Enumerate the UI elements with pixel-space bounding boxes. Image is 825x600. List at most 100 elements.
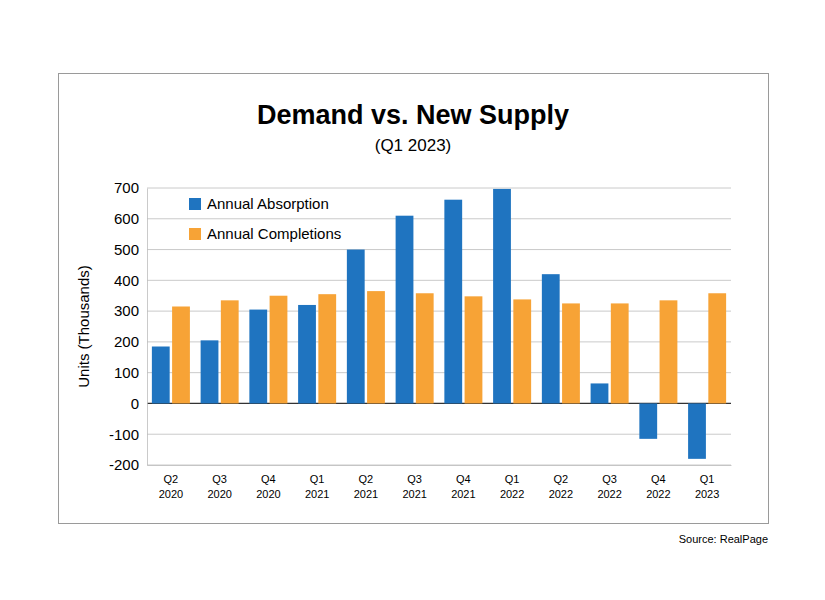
x-tick-label-line: 2021	[402, 488, 426, 500]
y-tick: 100	[114, 364, 147, 381]
x-tick-label-line: Q3	[602, 473, 617, 485]
x-tick-label-line: Q4	[456, 473, 471, 485]
y-tick-label: 700	[114, 179, 139, 196]
bar	[639, 403, 657, 438]
x-tick-label-line: 2022	[549, 488, 573, 500]
bar	[221, 300, 239, 403]
bar	[152, 347, 170, 404]
bar	[201, 340, 219, 403]
x-tick-label: Q12022	[500, 473, 524, 500]
bar	[347, 250, 365, 404]
x-tick-label: Q4 2020	[256, 473, 280, 500]
y-tick: 200	[114, 333, 147, 350]
bar	[172, 306, 190, 403]
x-tick-label-line: Q3	[407, 473, 422, 485]
chart: Demand vs. New Supply (Q1 2023) -200 -100 0 1…	[0, 0, 825, 600]
x-tick: Q4 2020	[256, 465, 280, 500]
x-tick-label-line: Q2	[164, 473, 179, 485]
y-tick-label: 400	[114, 272, 139, 289]
x-tick-label: Q3 2021	[402, 473, 426, 500]
x-tick-label: Q3 2020	[207, 473, 231, 500]
y-tick-label: -100	[109, 426, 139, 443]
legend: Annual Absorption Annual Completions	[189, 195, 341, 242]
x-tick-label-line: 2020	[207, 488, 231, 500]
x-tick-label-line: Q4	[651, 473, 666, 485]
subtitle: (Q1 2023)	[375, 136, 452, 155]
x-tick-label: Q22022	[549, 473, 573, 500]
y-tick: -100	[109, 426, 147, 443]
x-tick-label: Q1 2021	[305, 473, 329, 500]
bar	[493, 189, 511, 404]
y-tick-label: 200	[114, 333, 139, 350]
bar	[562, 303, 580, 403]
x-tick-label-line: 2021	[451, 488, 475, 500]
x-tick-label-line: 2021	[305, 488, 329, 500]
bar	[444, 200, 462, 404]
y-tick-label: 600	[114, 210, 139, 227]
y-tick-label: 100	[114, 364, 139, 381]
grid-line	[147, 188, 731, 189]
x-tick-label-line: 2022	[500, 488, 524, 500]
bar	[367, 291, 385, 403]
source: Source: RealPage	[679, 533, 768, 545]
x-tick-label-line: 2021	[354, 488, 378, 500]
x-tick: Q12022	[500, 465, 524, 500]
x-tick-label: Q3 2022	[597, 473, 621, 500]
bar	[416, 293, 434, 403]
y-tick-label: 0	[131, 395, 139, 412]
x-tick: Q1 2023	[695, 465, 719, 500]
x-tick-label-line: Q3	[212, 473, 227, 485]
y-tick: 400	[114, 272, 147, 289]
grid-line	[147, 218, 731, 219]
x-tick-label: Q2 2020	[159, 473, 183, 500]
bar	[270, 296, 288, 404]
x-tick: Q3 2021	[402, 465, 426, 500]
x-tick-label: Q2 2021	[354, 473, 378, 500]
bars	[152, 189, 726, 459]
x-tick-label-line: Q2	[359, 473, 374, 485]
x-tick-label: Q4 2021	[451, 473, 475, 500]
bar	[298, 305, 316, 403]
series	[172, 291, 726, 403]
x-tick-label-line: 2023	[695, 488, 719, 500]
y-tick: -200	[109, 456, 147, 473]
x-tick-label-line: 2020	[159, 488, 183, 500]
grid-line	[147, 280, 731, 281]
x-tick-label: Q1 2023	[695, 473, 719, 500]
title: Demand vs. New Supply	[257, 100, 569, 130]
bar	[396, 216, 414, 404]
x-tick-label-line: Q4	[261, 473, 276, 485]
legend-swatch	[189, 198, 201, 210]
legend-label: Annual Completions	[207, 225, 341, 242]
bar	[611, 303, 629, 403]
x-tick-label-line: Q1	[700, 473, 715, 485]
bar	[688, 403, 706, 458]
x-tick-label-line: 2022	[597, 488, 621, 500]
y-tick: 300	[114, 302, 147, 319]
bar	[660, 300, 678, 403]
bar	[465, 296, 483, 403]
x-tick: Q3 2020	[207, 465, 231, 500]
x-tick-label-line: 2020	[256, 488, 280, 500]
y-tick: 600	[114, 210, 147, 227]
x-axis-line	[148, 465, 732, 466]
x-tick: Q4 2021	[451, 465, 475, 500]
series	[152, 189, 706, 459]
y-tick: 0	[131, 395, 147, 412]
x-tick: Q2 2021	[354, 465, 378, 500]
x-axis: Q2 2020 Q3 2020 Q4 2020 Q1 2021 Q2 2021 Q3 2021 Q4 20…	[148, 465, 732, 500]
y-axis: -200 -100 0 100 200 300 400 500 600 700	[109, 179, 148, 473]
x-tick: Q2 2020	[159, 465, 183, 500]
x-tick-label-line: 2022	[646, 488, 670, 500]
y-tick: 700	[114, 179, 147, 196]
bar	[591, 383, 609, 403]
y-tick-label: 500	[114, 241, 139, 258]
bar	[542, 274, 560, 403]
x-tick: Q22022	[549, 465, 573, 500]
legend-swatch	[189, 228, 201, 240]
y-tick-label: 300	[114, 302, 139, 319]
x-tick-label-line: Q1	[310, 473, 325, 485]
legend-label: Annual Absorption	[207, 195, 329, 212]
grid-line	[147, 465, 731, 466]
bar	[513, 299, 531, 403]
